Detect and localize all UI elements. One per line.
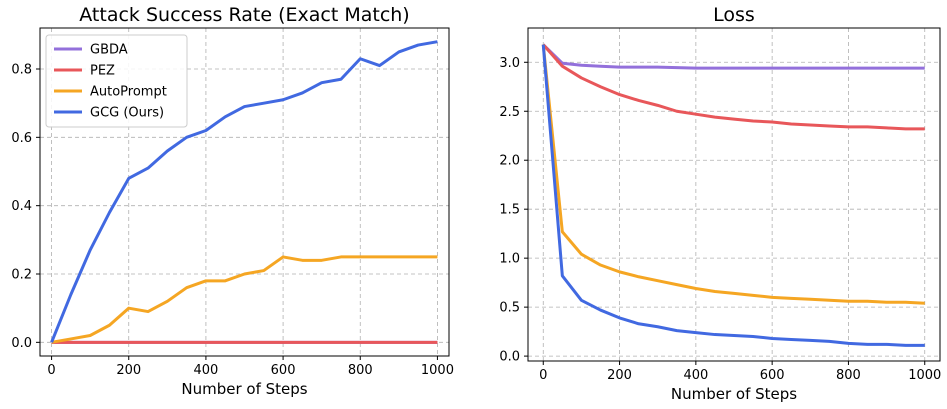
x-tick-label: 0 xyxy=(47,363,55,378)
y-tick-label: 0.4 xyxy=(11,199,32,214)
loss-chart: 0 200 400 600 800 1000 0.0 0.5 1.0 1.5 2.0 2.5 3.0 Nu… xyxy=(499,4,941,403)
y-tick-label: 2.0 xyxy=(499,154,520,169)
x-tick-label: 200 xyxy=(607,368,632,383)
legend-box xyxy=(45,34,188,128)
x-tick-label: 1000 xyxy=(908,368,941,383)
series-line-gcg-ours xyxy=(50,40,438,343)
series-line-pez xyxy=(542,43,925,131)
x-tick-label: 400 xyxy=(194,363,219,378)
y-tick-label: 0.2 xyxy=(11,268,32,283)
x-tick-label: 600 xyxy=(760,368,785,383)
x-tick-label: 600 xyxy=(271,363,296,378)
legend-label: GBDA xyxy=(90,43,128,58)
y-tick-label: 0.5 xyxy=(499,301,520,316)
x-axis-label: Number of Steps xyxy=(181,380,307,398)
plot-frame xyxy=(39,27,450,357)
y-tick-label: 0.0 xyxy=(11,336,32,351)
x-tick-label: 400 xyxy=(683,368,708,383)
plot-frame xyxy=(527,27,941,362)
asr-chart: 0 200 400 600 800 1000 0.0 0.2 0.4 0.6 0.8 Number o… xyxy=(11,4,454,398)
x-tick-label: 800 xyxy=(348,363,373,378)
chart-title: Attack Success Rate (Exact Match) xyxy=(79,4,409,26)
x-tick-label: 200 xyxy=(116,363,141,378)
y-tick-label: 2.5 xyxy=(499,105,520,120)
series-line-gbda xyxy=(542,43,925,70)
legend-label: GCG (Ours) xyxy=(90,106,164,121)
y-tick-label: 3.0 xyxy=(499,56,520,71)
legend-label: AutoPrompt xyxy=(90,85,167,100)
y-tick-label: 1.0 xyxy=(499,252,520,267)
x-axis-label: Number of Steps xyxy=(671,385,797,403)
x-tick-label: 1000 xyxy=(421,363,454,378)
y-tick-label: 1.5 xyxy=(499,203,520,218)
series-line-autoprompt xyxy=(51,255,438,344)
x-tick-label: 800 xyxy=(836,368,861,383)
series-line-autoprompt xyxy=(541,44,925,305)
y-tick-label: 0.8 xyxy=(11,63,32,78)
chart-title: Loss xyxy=(713,4,755,26)
y-tick-label: 0.6 xyxy=(11,131,32,146)
y-tick-label: 0.0 xyxy=(499,350,520,365)
x-tick-label: 0 xyxy=(539,368,547,383)
legend-label: PEZ xyxy=(90,64,115,79)
series-line-gcg-ours xyxy=(541,44,925,347)
